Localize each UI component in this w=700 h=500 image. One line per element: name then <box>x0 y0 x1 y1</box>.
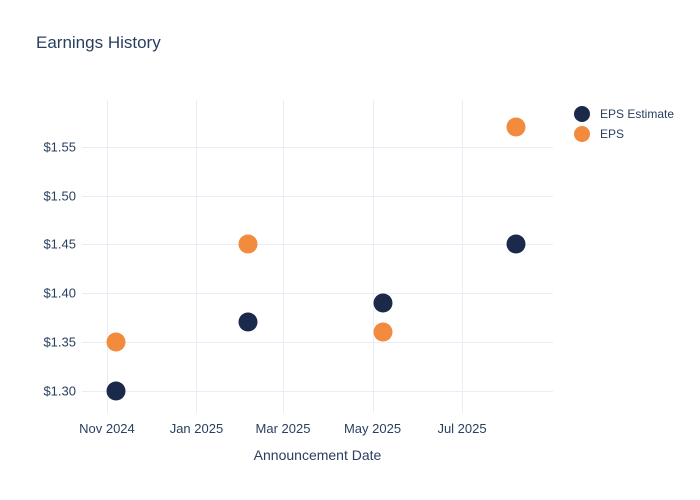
y-tick-label: $1.50 <box>43 188 76 204</box>
plot-area[interactable] <box>82 100 553 413</box>
data-point-eps-estimate[interactable] <box>106 381 126 401</box>
x-gridline <box>372 100 374 413</box>
y-gridline <box>82 146 553 148</box>
data-point-eps-estimate[interactable] <box>506 234 526 254</box>
y-tick-label: $1.45 <box>43 236 76 252</box>
y-gridline <box>82 293 553 295</box>
data-point-eps[interactable] <box>506 117 526 137</box>
x-tick-label: Mar 2025 <box>255 421 311 436</box>
legend: EPS Estimate EPS <box>574 105 674 142</box>
chart-title: Earnings History <box>36 33 161 52</box>
legend-marker-icon <box>574 105 590 122</box>
x-gridline <box>196 100 198 413</box>
data-point-eps[interactable] <box>106 332 126 352</box>
legend-item-eps-estimate[interactable]: EPS Estimate <box>574 105 674 122</box>
legend-label: EPS <box>600 126 625 141</box>
legend-label: EPS Estimate <box>600 106 675 121</box>
legend-item-eps[interactable]: EPS <box>574 125 674 142</box>
data-point-eps-estimate[interactable] <box>373 293 393 313</box>
data-point-eps[interactable] <box>373 322 393 342</box>
y-gridline <box>82 244 553 246</box>
legend-marker-icon <box>574 125 590 142</box>
data-point-eps[interactable] <box>238 234 258 254</box>
y-gridline <box>82 390 553 392</box>
x-tick-label: Jan 2025 <box>169 421 224 436</box>
x-gridline <box>283 100 285 413</box>
data-point-eps-estimate[interactable] <box>238 312 258 332</box>
x-gridline <box>106 100 108 413</box>
y-tick-label: $1.40 <box>43 285 76 301</box>
y-tick-label: $1.35 <box>43 334 76 350</box>
x-gridline <box>462 100 464 413</box>
y-gridline <box>82 341 553 343</box>
x-tick-label: Jul 2025 <box>437 421 487 436</box>
y-tick-label: $1.30 <box>43 383 76 399</box>
y-tick-label: $1.55 <box>43 139 76 155</box>
x-axis-title: Announcement Date <box>253 447 382 463</box>
y-gridline <box>82 195 553 197</box>
x-tick-label: May 2025 <box>343 421 402 436</box>
x-tick-label: Nov 2024 <box>79 421 135 436</box>
